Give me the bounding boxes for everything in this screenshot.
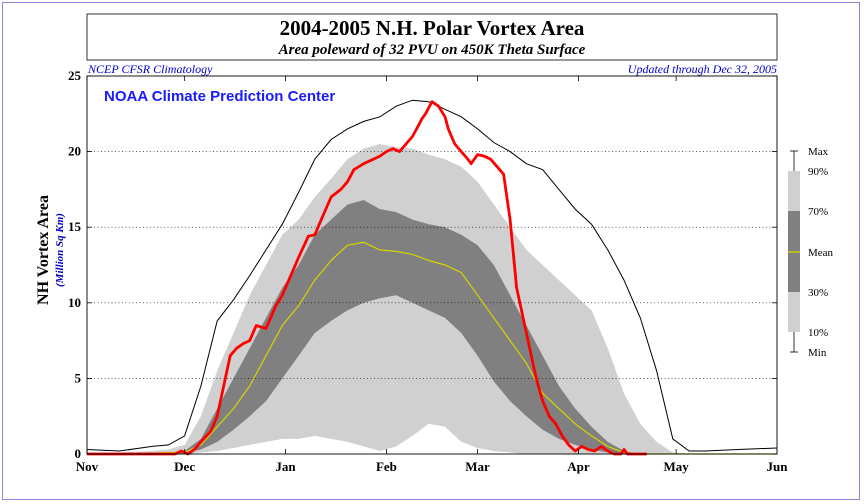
percentile-bands [87, 144, 777, 454]
legend: Max 90% 70% Mean 30% 10% Min [788, 146, 834, 359]
legend-label: 70% [808, 206, 828, 218]
y-axis-label: NH Vortex Area [35, 195, 52, 305]
note-left: NCEP CFSR Climatology [87, 62, 213, 76]
y-tick-label: 15 [68, 219, 82, 234]
x-tick-label: Nov [76, 459, 99, 474]
series-max-line [86, 99, 778, 452]
band-30-70 [87, 200, 777, 454]
x-tick-label: Apr [567, 459, 590, 474]
y-tick-label: 20 [68, 144, 81, 159]
x-tick-label: Jun [767, 459, 789, 474]
series-current-line [87, 100, 647, 456]
legend-label: Min [808, 347, 827, 359]
org-label: NOAA Climate Prediction Center [104, 88, 335, 105]
x-tick-label: May [663, 459, 689, 474]
y-tick-label: 10 [68, 295, 81, 310]
x-tick-label: Jan [275, 459, 296, 474]
title-box [86, 13, 778, 61]
y-tick-label: 0 [75, 446, 82, 461]
x-tick-label: Dec [174, 459, 195, 474]
chart-title: 2004-2005 N.H. Polar Vortex Area [280, 16, 585, 40]
chart-subtitle: Area poleward of 32 PVU on 450K Theta Su… [278, 42, 586, 58]
y-tick-label: 5 [75, 370, 82, 385]
note-right: Updated through Dec 32, 2005 [628, 62, 777, 76]
legend-label: Max [808, 146, 829, 158]
series-lines [86, 99, 778, 456]
y-tick-label: 25 [68, 68, 82, 83]
legend-label: 90% [808, 166, 828, 178]
x-tick-label: Mar [465, 459, 490, 474]
x-tick-label: Feb [376, 459, 397, 474]
grid-lines [87, 151, 777, 379]
legend-label: 30% [808, 287, 828, 299]
axis-ticks: 0 5 10 15 20 25 Nov Dec Jan Feb Mar Apr May Jun [68, 68, 788, 474]
plot-frame [86, 75, 778, 455]
legend-label: Mean [808, 247, 834, 259]
legend-label: 10% [808, 327, 828, 339]
y-axis-unit: (Million Sq Km) [54, 213, 66, 287]
